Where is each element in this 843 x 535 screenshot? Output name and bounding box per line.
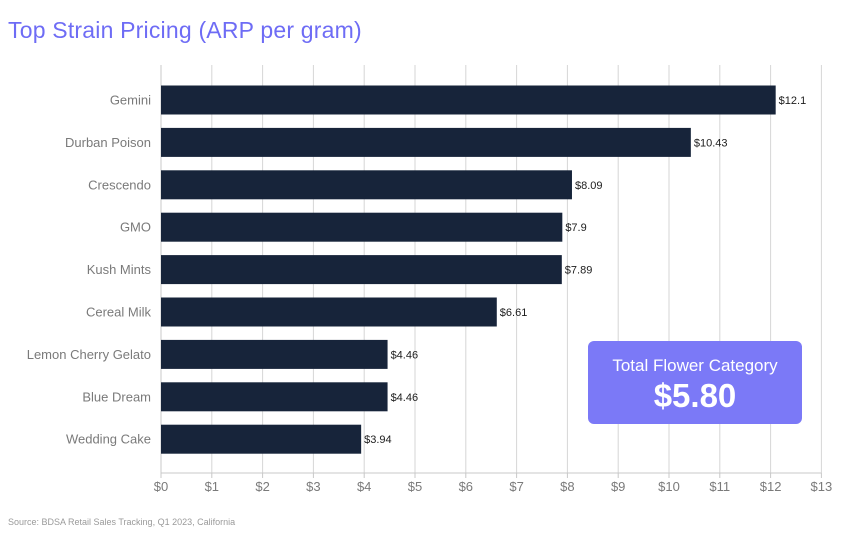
bar xyxy=(161,424,362,454)
category-label: Cereal Milk xyxy=(86,305,152,320)
x-tick-label: $5 xyxy=(408,479,422,494)
total-flower-category-callout: Total Flower Category $5.80 xyxy=(588,341,802,424)
x-tick-label: $8 xyxy=(560,479,574,494)
data-label: $7.9 xyxy=(565,222,586,234)
callout-value: $5.80 xyxy=(653,377,737,414)
category-label: Lemon Cherry Gelato xyxy=(27,347,151,362)
bar-chart: $0 $1 $2 $3 $4 $5 $6 $7 $8 $9 $10 $11 $12 $13 Gemini $1… xyxy=(27,65,833,494)
category-label: Wedding Cake xyxy=(66,432,151,447)
bar xyxy=(161,255,562,285)
x-tick-label: $4 xyxy=(357,479,371,494)
category-label: GMO xyxy=(120,220,151,235)
category-label: Durban Poison xyxy=(65,135,151,150)
data-label: $6.61 xyxy=(500,307,528,319)
bar xyxy=(161,85,776,115)
category-label: Blue Dream xyxy=(82,389,151,404)
data-label: $3.94 xyxy=(364,434,392,446)
data-label: $12.1 xyxy=(779,95,807,107)
source-note: Source: BDSA Retail Sales Tracking, Q1 2… xyxy=(8,517,236,527)
chart-title: Top Strain Pricing (ARP per gram) xyxy=(8,17,362,43)
bar xyxy=(161,297,497,327)
x-tick-label: $9 xyxy=(611,479,625,494)
x-tick-label: $3 xyxy=(306,479,320,494)
bar xyxy=(161,212,563,242)
x-tick-label: $7 xyxy=(509,479,523,494)
data-label: $4.46 xyxy=(391,392,419,404)
data-label: $8.09 xyxy=(575,180,603,192)
bar xyxy=(161,127,691,157)
x-tick-label: $1 xyxy=(205,479,219,494)
bar xyxy=(161,170,572,200)
data-label: $10.43 xyxy=(694,137,728,149)
x-tick-label: $6 xyxy=(459,479,473,494)
bar xyxy=(161,339,388,369)
x-tick-label: $12 xyxy=(760,479,782,494)
x-tick-label: $0 xyxy=(154,479,168,494)
x-tick-label: $2 xyxy=(255,479,269,494)
x-tick-label: $13 xyxy=(811,479,833,494)
category-label: Crescendo xyxy=(88,177,151,192)
callout-label: Total Flower Category xyxy=(612,356,778,375)
bar xyxy=(161,382,388,412)
x-tick-label: $10 xyxy=(658,479,680,494)
category-label: Gemini xyxy=(110,93,151,108)
data-label: $7.89 xyxy=(565,265,593,277)
category-label: Kush Mints xyxy=(87,262,152,277)
data-label: $4.46 xyxy=(391,349,419,361)
x-tick-label: $11 xyxy=(709,479,730,494)
